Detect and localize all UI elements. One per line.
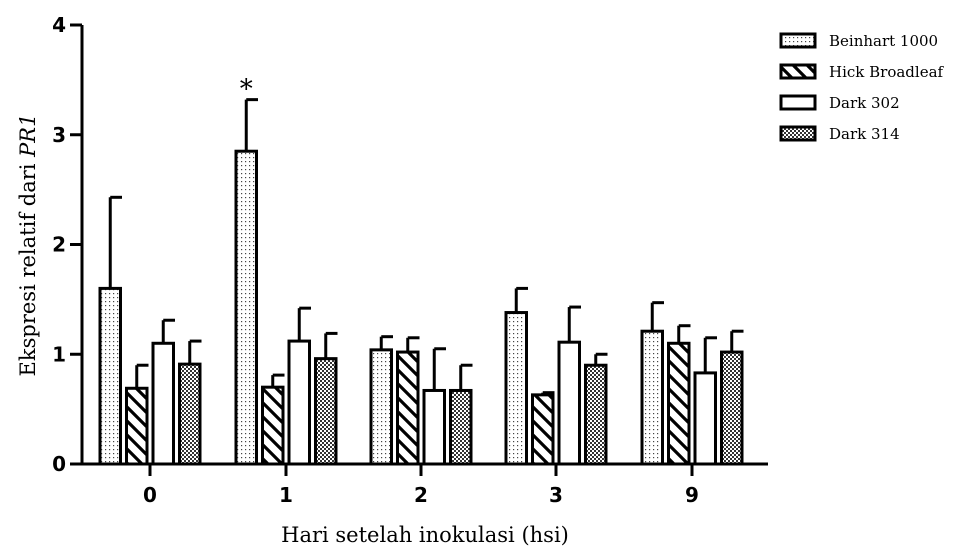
bar-dark-302-day-1 bbox=[287, 339, 311, 466]
legend-swatch-dark-302 bbox=[779, 94, 817, 111]
annotations: * bbox=[240, 75, 253, 105]
y-axis-title-text: Ekspresi relatif dari bbox=[16, 157, 40, 377]
legend: Beinhart 1000 Hick Broadleaf Dark 302 Dark … bbox=[779, 32, 945, 143]
bar-beinhart-1000-day-2 bbox=[369, 348, 393, 466]
x-ticks: 0 1 2 3 9 bbox=[143, 464, 699, 507]
y-ticks: 0 1 2 3 4 bbox=[52, 13, 82, 476]
bar-hick-broadleaf-day-1 bbox=[261, 385, 285, 466]
legend-label-dark-302: Dark 302 bbox=[829, 94, 900, 112]
bar-dark-314-day-1 bbox=[314, 357, 338, 466]
bar-dark-302-day-9 bbox=[693, 371, 717, 466]
legend-swatch-dark-314 bbox=[779, 125, 817, 142]
error-bars-layer bbox=[108, 98, 744, 395]
bar-beinhart-1000-day-0 bbox=[98, 286, 122, 466]
bar-beinhart-1000-day-9 bbox=[640, 329, 664, 466]
y-tick-label-1: 1 bbox=[52, 342, 66, 366]
legend-swatch-beinhart-1000 bbox=[779, 32, 817, 49]
bar-dark-314-day-2 bbox=[449, 388, 473, 466]
bars-layer bbox=[98, 149, 744, 466]
bar-dark-302-day-3 bbox=[557, 340, 581, 466]
bar-dark-302-day-2 bbox=[422, 388, 446, 466]
y-axis-title: Ekspresi relatif dari PR1 bbox=[16, 114, 40, 377]
bar-beinhart-1000-day-3 bbox=[504, 311, 528, 466]
legend-label-dark-314: Dark 314 bbox=[829, 125, 900, 143]
bar-dark-314-day-3 bbox=[584, 363, 608, 466]
y-tick-label-3: 3 bbox=[52, 123, 66, 147]
x-tick-label-9: 9 bbox=[685, 483, 699, 507]
x-axis-title: Hari setelah inokulasi (hsi) bbox=[281, 523, 569, 547]
legend-label-beinhart-1000: Beinhart 1000 bbox=[829, 32, 938, 50]
y-tick-label-4: 4 bbox=[52, 13, 66, 37]
bar-dark-314-day-0 bbox=[178, 362, 202, 466]
x-tick-label-3: 3 bbox=[549, 483, 563, 507]
legend-label-hick-broadleaf: Hick Broadleaf bbox=[829, 63, 945, 81]
y-tick-label-2: 2 bbox=[52, 233, 66, 257]
y-axis-title-gene: PR1 bbox=[16, 114, 40, 158]
x-tick-label-1: 1 bbox=[279, 483, 293, 507]
bar-hick-broadleaf-day-2 bbox=[396, 350, 420, 466]
x-tick-label-2: 2 bbox=[414, 483, 428, 507]
y-tick-label-0: 0 bbox=[52, 452, 66, 476]
bar-hick-broadleaf-day-9 bbox=[667, 341, 691, 466]
bar-dark-302-day-0 bbox=[151, 341, 175, 466]
legend-swatch-hick-broadleaf bbox=[779, 63, 817, 80]
x-tick-label-0: 0 bbox=[143, 483, 157, 507]
bar-beinhart-1000-day-1 bbox=[234, 149, 258, 466]
bar-dark-314-day-9 bbox=[720, 350, 744, 466]
significance-asterisk: * bbox=[240, 75, 253, 105]
bar-hick-broadleaf-day-3 bbox=[531, 393, 555, 466]
bar-hick-broadleaf-day-0 bbox=[125, 386, 149, 466]
